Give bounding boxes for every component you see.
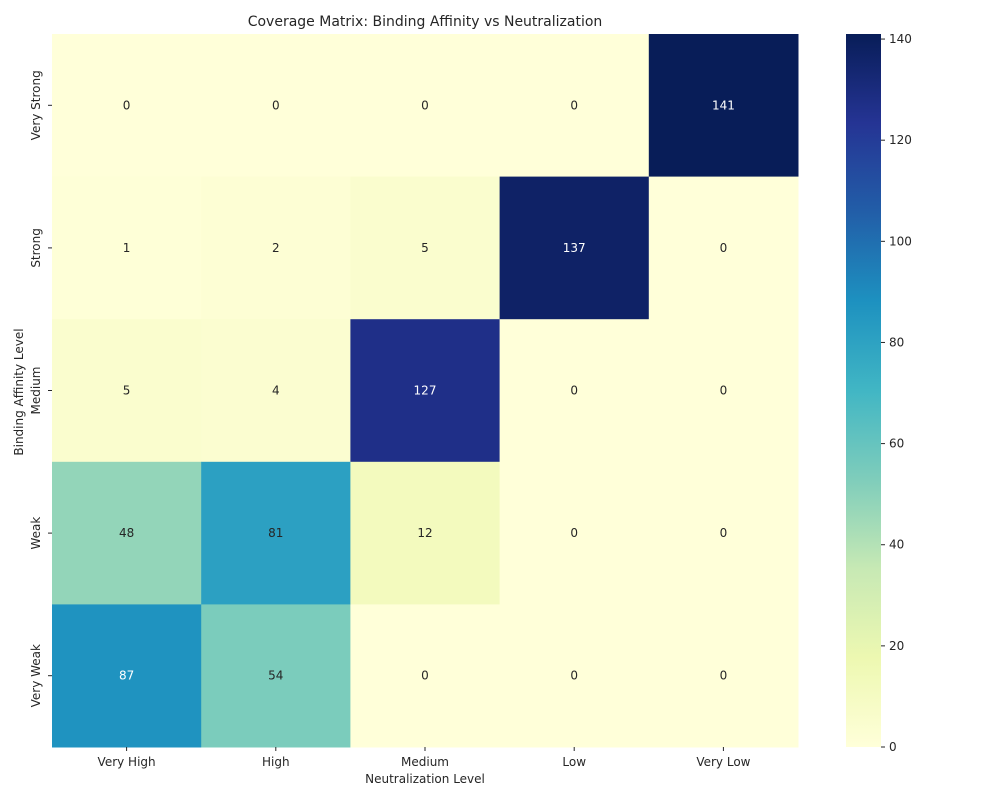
cell-value-label: 0 [272, 98, 280, 112]
cell-value-label: 0 [720, 669, 728, 683]
colorbar-tick-label: 100 [889, 234, 912, 248]
heatmap-cell [648, 34, 799, 178]
heatmap-cell [201, 461, 351, 605]
heatmap-cell [350, 461, 501, 605]
y-tick-label: Strong [29, 228, 43, 268]
x-axis-ticks: Very High High Medium Low Very Low [98, 747, 751, 769]
cell-value-label: 137 [563, 241, 586, 255]
heatmap-cell [52, 604, 202, 748]
y-axis-title: Binding Affinity Level [12, 328, 26, 455]
heatmap-cell [350, 34, 501, 178]
colorbar-tick-label: 40 [889, 538, 904, 552]
heatmap-cell [648, 176, 799, 320]
cell-value-label: 0 [570, 526, 578, 540]
cell-value-label: 5 [421, 241, 429, 255]
cell-value-label: 0 [720, 526, 728, 540]
x-tick-label: High [262, 755, 290, 769]
heatmap-cell [648, 461, 799, 605]
cell-value-label: 0 [570, 669, 578, 683]
heatmap-cell [201, 176, 351, 320]
heatmap-cell [350, 319, 501, 463]
heatmap-cell [201, 319, 351, 463]
x-axis-title: Neutralization Level [365, 772, 485, 786]
heatmap-cell [350, 176, 501, 320]
cell-value-label: 0 [123, 98, 131, 112]
y-tick-label: Weak [29, 517, 43, 550]
cell-value-label: 0 [570, 384, 578, 398]
colorbar-tick-label: 20 [889, 639, 904, 653]
heatmap-cell [52, 319, 202, 463]
x-tick-label: Very High [98, 755, 156, 769]
cell-value-label: 12 [417, 526, 432, 540]
cell-value-label: 48 [119, 526, 134, 540]
heatmap-cell [499, 604, 650, 748]
y-tick-label: Medium [29, 367, 43, 415]
cell-value-label: 127 [414, 384, 437, 398]
cell-value-label: 0 [720, 384, 728, 398]
heatmap-cell [499, 461, 650, 605]
cell-value-label: 0 [421, 669, 429, 683]
x-tick-label: Medium [401, 755, 449, 769]
cell-value-label: 0 [570, 98, 578, 112]
cell-value-label: 87 [119, 669, 134, 683]
heatmap-cell [350, 604, 501, 748]
cell-value-label: 0 [421, 98, 429, 112]
heatmap-cells [52, 34, 799, 748]
heatmap-cell [648, 319, 799, 463]
heatmap-cell [499, 319, 650, 463]
heatmap-cell [201, 604, 351, 748]
y-tick-label: Very Weak [29, 644, 43, 707]
cell-value-label: 81 [268, 526, 283, 540]
colorbar-tick-label: 80 [889, 335, 904, 349]
y-tick-label: Very Strong [29, 70, 43, 140]
heatmap-cell [52, 176, 202, 320]
heatmap-cell [648, 604, 799, 748]
cell-value-label: 141 [712, 98, 735, 112]
heatmap-cell [201, 34, 351, 178]
heatmap-cell [52, 461, 202, 605]
cell-value-label: 54 [268, 669, 283, 683]
cell-value-label: 0 [720, 241, 728, 255]
chart-title: Coverage Matrix: Binding Affinity vs Neu… [248, 14, 603, 30]
cell-value-label: 2 [272, 241, 280, 255]
colorbar-gradient [846, 34, 881, 747]
x-tick-label: Very Low [696, 755, 750, 769]
heatmap-cell [499, 176, 650, 320]
colorbar-tick-label: 0 [889, 740, 897, 754]
cell-value-label: 4 [272, 384, 280, 398]
heatmap-cell [52, 34, 202, 178]
colorbar: 0 20 40 60 80 100 120 140 [846, 32, 912, 754]
heatmap-cell [499, 34, 650, 178]
colorbar-tick-label: 120 [889, 133, 912, 147]
y-axis-ticks: Very Strong Strong Medium Weak Very Weak [29, 70, 52, 707]
cell-value-label: 5 [123, 384, 131, 398]
colorbar-tick-label: 60 [889, 437, 904, 451]
x-tick-label: Low [562, 755, 586, 769]
cell-value-label: 1 [123, 241, 131, 255]
colorbar-tick-label: 140 [889, 32, 912, 46]
